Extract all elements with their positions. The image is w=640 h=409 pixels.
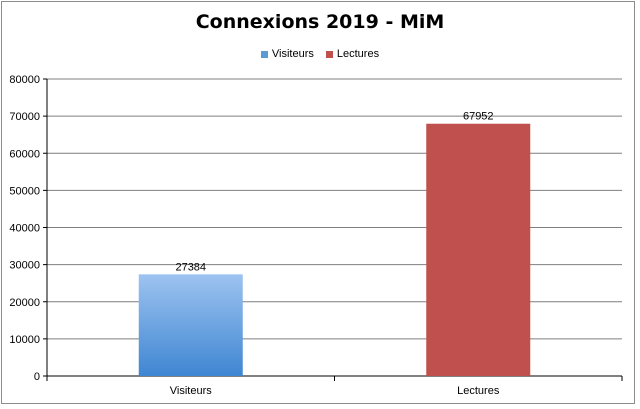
y-tick-label: 20000 bbox=[9, 297, 40, 309]
y-tick-label: 50000 bbox=[9, 185, 40, 197]
y-tick-label: 80000 bbox=[9, 74, 40, 86]
bar-visiteurs bbox=[138, 274, 243, 376]
legend-item-lectures: Lectures bbox=[325, 48, 380, 60]
chart-frame bbox=[1, 1, 635, 404]
y-tick-label: 40000 bbox=[9, 223, 40, 235]
x-category-label: Lectures bbox=[457, 385, 500, 397]
y-tick-label: 30000 bbox=[9, 260, 40, 272]
bar-lectures bbox=[426, 123, 531, 376]
y-tick-label: 60000 bbox=[9, 148, 40, 160]
data-label-visiteurs: 27384 bbox=[175, 261, 206, 273]
y-tick-label: 10000 bbox=[9, 334, 40, 346]
y-tick-label: 70000 bbox=[9, 111, 40, 123]
legend-swatch-visiteurs bbox=[260, 50, 268, 58]
y-tick-label: 0 bbox=[34, 371, 40, 383]
legend-swatch-lectures bbox=[325, 50, 333, 58]
legend-item-visiteurs: Visiteurs bbox=[260, 48, 314, 60]
data-label-lectures: 67952 bbox=[463, 111, 494, 123]
legend-label-visiteurs: Visiteurs bbox=[271, 48, 314, 60]
x-category-label: Visiteurs bbox=[170, 385, 212, 397]
legend-label-lectures: Lectures bbox=[336, 48, 380, 60]
chart-title: Connexions 2019 - MiM bbox=[195, 11, 445, 33]
legend: Visiteurs Lectures bbox=[0, 48, 640, 60]
